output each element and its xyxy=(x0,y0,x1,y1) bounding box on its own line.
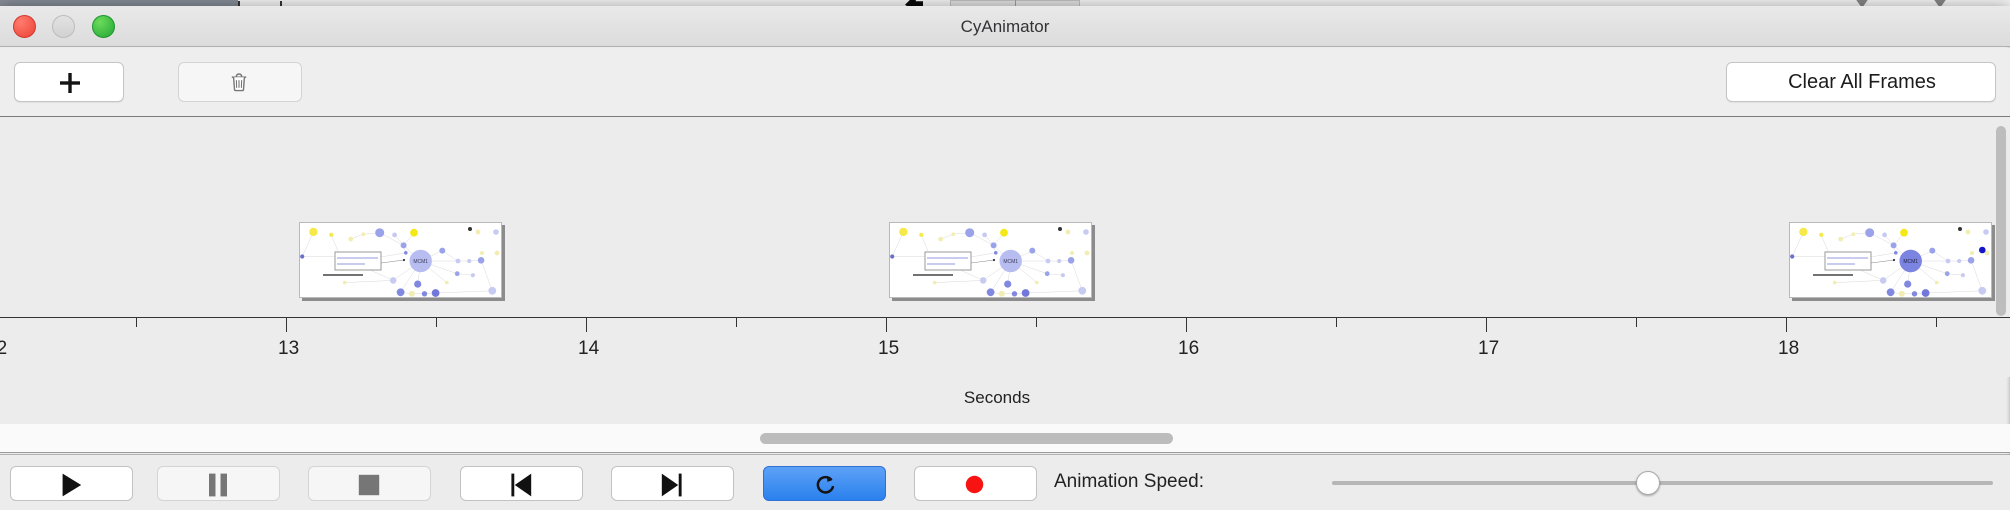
svg-text:MCM1: MCM1 xyxy=(1903,259,1918,265)
